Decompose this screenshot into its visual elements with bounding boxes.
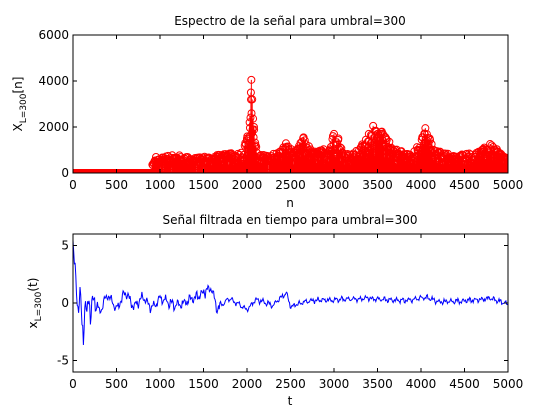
spectrum-stem-marker <box>252 142 261 151</box>
spectrum-ylabel-sub: L=300 <box>19 93 29 123</box>
spectrum-peak-marker <box>373 129 382 138</box>
spectrum-peak-marker <box>247 75 256 84</box>
spectrum-peak-marker <box>369 121 378 130</box>
y-tick-label: 0 <box>61 296 69 310</box>
spectrum-peak-marker <box>249 123 258 131</box>
spectrum-peak-marker <box>245 118 254 127</box>
time-ylabel-suffix: (t) <box>26 278 40 292</box>
time-signal <box>73 240 508 346</box>
x-tick-label: 3500 <box>362 377 393 391</box>
spectrum-stem-marker <box>192 169 201 173</box>
spectrum-peak-marker <box>330 129 338 138</box>
spectrum-stem-marker <box>432 147 441 156</box>
x-tick-label: 2500 <box>275 377 306 391</box>
x-tick-label: 2000 <box>232 377 263 391</box>
x-tick-label: 0 <box>69 178 77 192</box>
spectrum-peak-marker <box>299 133 308 142</box>
x-tick-label: 4000 <box>406 178 437 192</box>
y-tick-label: 6000 <box>38 28 69 42</box>
y-tick-label: 4000 <box>38 74 69 88</box>
spectrum-stem-marker <box>156 169 165 173</box>
spectrum-ylabel-suffix: [n] <box>11 77 25 94</box>
x-tick-label: 1000 <box>145 377 176 391</box>
spectrum-stem-marker <box>501 157 508 166</box>
spectrum-stem-marker <box>167 169 176 173</box>
time-subplot: Señal filtrada en tiempo para umbral=300… <box>26 213 523 408</box>
time-ylabel-main: x <box>26 321 40 328</box>
x-tick-label: 4500 <box>449 178 480 192</box>
time-ylabel: xL=300(t) <box>26 278 44 329</box>
x-tick-label: 1000 <box>145 178 176 192</box>
x-tick-label: 1500 <box>188 377 219 391</box>
spectrum-stem-group <box>73 75 508 173</box>
y-tick-label: 5 <box>61 239 69 253</box>
time-xlabel: t <box>288 394 293 408</box>
spectrum-title: Espectro de la señal para umbral=300 <box>174 14 406 28</box>
x-tick-label: 3000 <box>319 377 350 391</box>
spectrum-stem-marker <box>388 145 397 154</box>
time-title: Señal filtrada en tiempo para umbral=300 <box>162 213 417 227</box>
spectrum-peak-marker <box>364 129 373 138</box>
x-tick-label: 5000 <box>493 377 524 391</box>
spectrum-ticks: 0 500 1000 1500 2000 2500 3000 3500 4000 4500 5000… <box>38 28 523 192</box>
spectrum-ylabel-main: X <box>11 123 25 131</box>
y-tick-label: 2000 <box>38 120 69 134</box>
spectrum-stem-marker <box>337 144 346 153</box>
spectrum-stem-marker <box>264 169 273 173</box>
time-ylabel-sub: L=300 <box>34 291 44 321</box>
spectrum-ylabel: XL=300[n] <box>11 77 29 132</box>
x-tick-label: 1500 <box>188 178 219 192</box>
x-tick-label: 500 <box>105 178 128 192</box>
time-signal-line <box>73 240 508 346</box>
x-tick-label: 2500 <box>275 178 306 192</box>
spectrum-peak-marker <box>248 95 257 104</box>
x-tick-label: 0 <box>69 377 77 391</box>
y-tick-label: -5 <box>57 354 69 368</box>
spectrum-peak-marker <box>421 124 430 133</box>
spectrum-stem-marker <box>427 140 436 149</box>
x-tick-label: 3500 <box>362 178 393 192</box>
spectrum-stem-marker <box>159 169 168 173</box>
x-tick-label: 2000 <box>232 178 263 192</box>
time-ticks: 0 500 1000 1500 2000 2500 3000 3500 4000 4500 5000… <box>57 234 523 391</box>
x-tick-label: 4000 <box>406 377 437 391</box>
spectrum-stem-marker <box>147 169 156 173</box>
spectrum-peak-marker <box>382 134 391 143</box>
spectrum-stems <box>73 75 508 173</box>
spectrum-peak-marker <box>377 127 386 136</box>
x-tick-label: 3000 <box>319 178 350 192</box>
spectrum-xlabel: n <box>286 196 294 210</box>
x-tick-label: 4500 <box>449 377 480 391</box>
spectrum-subplot: Espectro de la señal para umbral=300 0 50… <box>11 14 523 210</box>
x-tick-label: 500 <box>105 377 128 391</box>
spectrum-peak-marker <box>334 134 343 143</box>
spectrum-peak-marker <box>425 134 434 143</box>
y-tick-label: 0 <box>61 166 69 180</box>
x-tick-label: 5000 <box>493 178 524 192</box>
